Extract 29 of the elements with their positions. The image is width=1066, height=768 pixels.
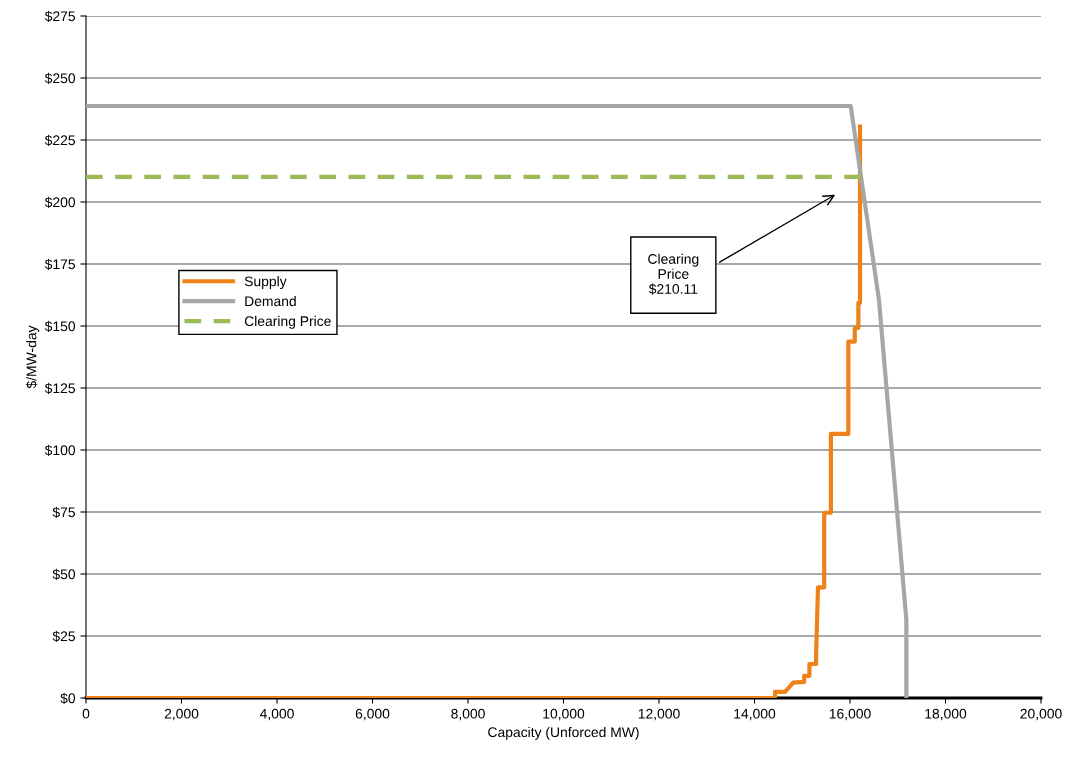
y-tick-label: $50: [52, 568, 76, 580]
y-tick-label: $125: [44, 382, 75, 394]
y-tick-label: $200: [44, 196, 76, 208]
x-axis-title: Capacity (Unforced MW): [488, 726, 639, 740]
x-tick-label: 10,000: [543, 708, 585, 721]
y-axis-title: $/MW-day: [25, 325, 40, 389]
x-tick-label: 2,000: [164, 708, 199, 721]
x-tick-label: 0: [82, 708, 90, 719]
legend-label: Clearing Price: [244, 315, 331, 329]
annotation: Clearing Price $210.11: [648, 253, 699, 295]
y-tick-label: $250: [44, 72, 76, 84]
x-tick-label: 6,000: [355, 708, 390, 721]
legend-label: Supply: [244, 276, 287, 290]
x-tick-label: 8,000: [451, 708, 485, 721]
y-tick-label: $150: [44, 320, 76, 332]
x-tick-label: 4,000: [259, 708, 294, 721]
x-tick-label: 12,000: [638, 708, 680, 721]
legend-label: Demand: [245, 295, 296, 307]
y-tick-label: $225: [44, 134, 75, 146]
y-tick-label: $100: [44, 444, 76, 456]
x-tick-label: 16,000: [829, 708, 871, 721]
x-tick-label: 14,000: [734, 708, 776, 721]
y-tick-label: $25: [52, 630, 75, 642]
y-tick-label: $0: [60, 692, 76, 704]
y-tick-label: $75: [52, 506, 75, 518]
y-tick-label: $175: [44, 258, 75, 270]
x-tick-label: 20,000: [1020, 708, 1062, 721]
y-tick-label: $275: [44, 10, 75, 22]
x-tick-label: 18,000: [925, 708, 967, 721]
